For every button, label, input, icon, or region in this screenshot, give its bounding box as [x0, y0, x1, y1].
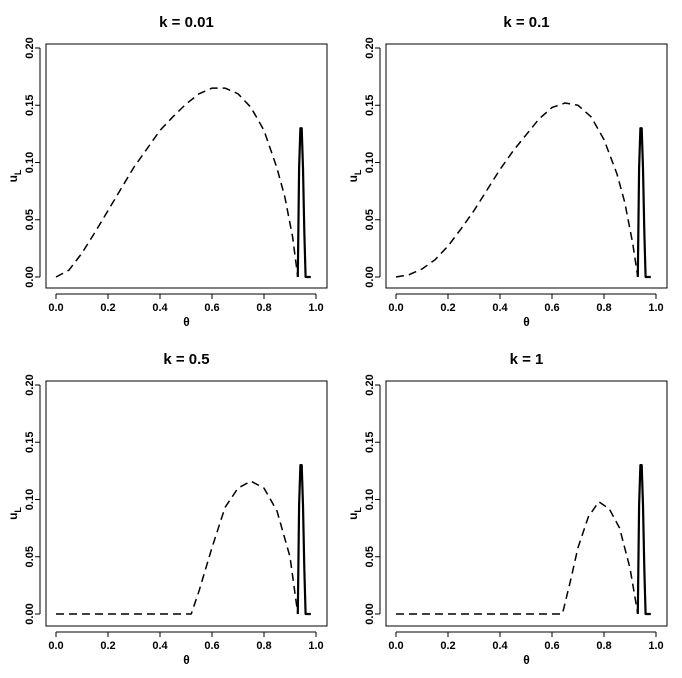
panel-k-0.01: k = 0.01 0.0 0.2 0.4 0.6 0.8 1.0 θ 0.00 0.05 0.10 0… [6, 14, 328, 329]
y-tick-label: 0.15 [364, 432, 376, 453]
x-tick-label: 1.0 [648, 640, 663, 652]
y-tick-label: 0.15 [24, 432, 36, 453]
plot-frame [385, 380, 668, 627]
x-axis-label: θ [523, 315, 530, 329]
x-tick-label: 0.6 [204, 640, 219, 652]
y-tick-label: 0.10 [364, 152, 376, 173]
solid-series-line [296, 127, 311, 279]
plot-frame [45, 43, 328, 289]
y-tick-label: 0.10 [364, 489, 376, 510]
x-tick-label: 0.8 [256, 640, 271, 652]
x-tick-label: 0.0 [48, 302, 63, 314]
x-axis-label: θ [183, 315, 190, 329]
plot-frame [45, 380, 328, 627]
x-tick-label: 0.0 [388, 302, 403, 314]
panel-k-0.1: k = 0.1 0.0 0.2 0.4 0.6 0.8 1.0 θ 0.00 0.05 0.10 0.… [346, 14, 668, 329]
y-tick-label: 0.10 [24, 489, 36, 510]
y-axis-label-main: u [6, 513, 20, 520]
y-axis-label-main: u [346, 175, 360, 182]
y-tick-label: 0.05 [364, 209, 376, 230]
x-tick-label: 0.6 [544, 302, 559, 314]
x-tick-label: 0.8 [596, 302, 611, 314]
x-tick-label: 0.0 [388, 640, 403, 652]
x-tick-label: 0.4 [152, 302, 168, 314]
y-axis-label-subscript: L [13, 169, 23, 175]
x-axis-label: θ [183, 653, 190, 667]
y-axis-label-subscript: L [353, 507, 363, 513]
y-tick-label: 0.15 [24, 95, 36, 116]
panel-title: k = 0.5 [163, 351, 209, 368]
y-axis-label: uL [6, 507, 23, 520]
y-tick-label: 0.00 [364, 603, 376, 624]
y-tick-label: 0.00 [364, 266, 376, 287]
x-tick-label: 0.8 [256, 302, 271, 314]
y-tick-label: 0.20 [24, 374, 36, 395]
y-tick-label: 0.20 [24, 37, 36, 58]
x-tick-label: 0.4 [492, 640, 508, 652]
solid-series-line [636, 127, 651, 279]
y-tick-label: 0.00 [24, 266, 36, 287]
panel-title: k = 0.01 [159, 14, 214, 31]
y-axis-label-subscript: L [353, 169, 363, 175]
x-tick-label: 0.4 [492, 302, 508, 314]
y-axis-label: uL [6, 169, 23, 182]
x-tick-label: 0.6 [544, 640, 559, 652]
dashed-series-line [56, 480, 299, 615]
x-tick-label: 1.0 [308, 640, 323, 652]
dashed-series-line [396, 501, 639, 615]
y-axis-label-main: u [346, 513, 360, 520]
y-tick-label: 0.05 [24, 546, 36, 567]
x-tick-label: 0.2 [440, 640, 455, 652]
panel-title: k = 0.1 [503, 14, 549, 31]
x-tick-label: 0.2 [100, 302, 115, 314]
plot-frame [385, 43, 668, 289]
x-axis-label: θ [523, 653, 530, 667]
y-tick-label: 0.00 [24, 603, 36, 624]
x-tick-label: 1.0 [648, 302, 663, 314]
x-tick-label: 0.6 [204, 302, 219, 314]
x-tick-label: 0.8 [596, 640, 611, 652]
dashed-series-line [55, 87, 299, 278]
panel-k-0.5: k = 0.5 0.0 0.2 0.4 0.6 0.8 1.0 θ 0.00 0.05 0.10 0.… [6, 351, 328, 667]
y-tick-label: 0.20 [364, 37, 376, 58]
x-tick-label: 1.0 [308, 302, 323, 314]
y-tick-label: 0.15 [364, 95, 376, 116]
y-axis-label: uL [346, 169, 363, 182]
solid-series-line [636, 464, 651, 616]
y-tick-label: 0.05 [24, 209, 36, 230]
dashed-series-line [395, 102, 639, 278]
y-tick-label: 0.10 [24, 152, 36, 173]
panel-k-1: k = 1 0.0 0.2 0.4 0.6 0.8 1.0 θ 0.00 0.05 0.10 0.15… [346, 351, 668, 667]
solid-series-line [296, 464, 311, 616]
y-tick-label: 0.05 [364, 546, 376, 567]
y-tick-label: 0.20 [364, 374, 376, 395]
panel-title: k = 1 [510, 351, 544, 368]
x-tick-label: 0.2 [100, 640, 115, 652]
y-axis-label-subscript: L [13, 507, 23, 513]
x-tick-label: 0.0 [48, 640, 63, 652]
x-tick-label: 0.4 [152, 640, 168, 652]
y-axis-label-main: u [6, 175, 20, 182]
y-axis-label: uL [346, 507, 363, 520]
x-tick-label: 0.2 [440, 302, 455, 314]
